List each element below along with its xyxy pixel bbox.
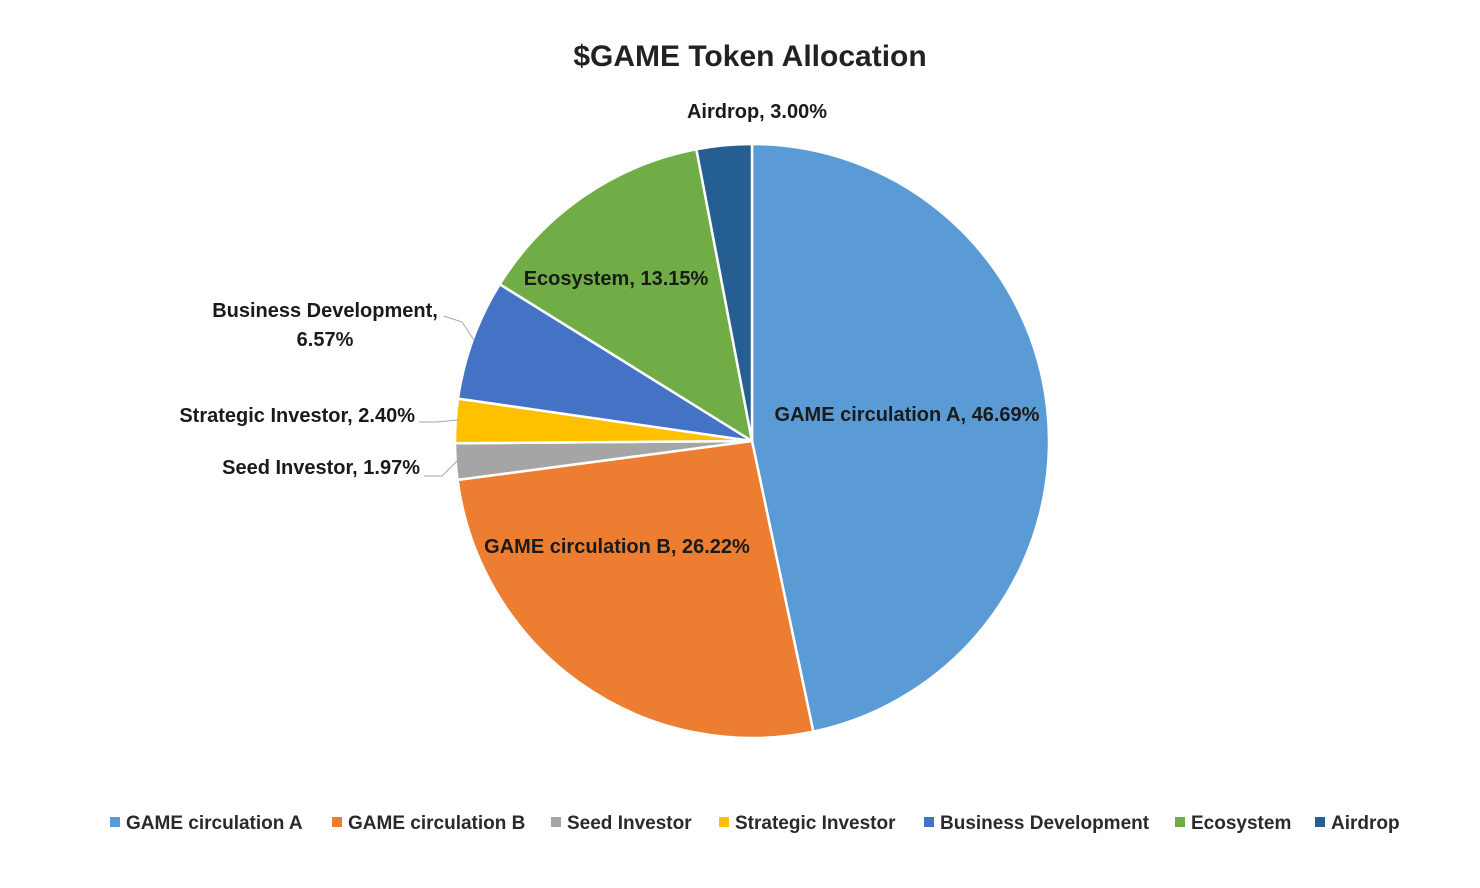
legend-label-ecosystem: Ecosystem — [1191, 813, 1291, 834]
legend-item-ecosystem: Ecosystem — [1175, 813, 1291, 834]
slice-airdrop — [695, 142, 754, 443]
legend: GAME circulation A GAME circulation B Seed… — [110, 813, 1400, 834]
legend-item-strategic-investor: Strategic Investor — [719, 813, 896, 834]
legend-swatch-airdrop — [1315, 817, 1325, 827]
data-label-strategic-investor: Strategic Investor, 2.40% — [179, 405, 415, 427]
data-label-business-development: Business Development, 6.57% — [212, 300, 438, 351]
data-label-airdrop: Airdrop, 3.00% — [687, 101, 827, 123]
data-labels: GAME circulation A, 46.69% GAME circulati… — [179, 101, 1039, 558]
legend-item-seed-investor: Seed Investor — [551, 813, 692, 834]
pie-slices — [453, 142, 1051, 740]
legend-label-seed-investor: Seed Investor — [567, 813, 692, 834]
legend-item-airdrop: Airdrop — [1315, 813, 1400, 834]
data-label-game-circulation-b: GAME circulation B, 26.22% — [484, 536, 750, 558]
legend-label-strategic-investor: Strategic Investor — [735, 813, 896, 834]
legend-swatch-strategic-investor — [719, 817, 729, 827]
slice-game-circulation-b — [456, 439, 815, 740]
legend-label-game-circulation-b: GAME circulation B — [348, 813, 525, 834]
legend-item-game-circulation-a: GAME circulation A — [110, 813, 303, 834]
legend-item-game-circulation-b: GAME circulation B — [332, 813, 525, 834]
legend-label-airdrop: Airdrop — [1331, 813, 1400, 834]
leader-line-strategic-investor — [419, 419, 459, 423]
legend-swatch-business-development — [924, 817, 934, 827]
legend-swatch-ecosystem — [1175, 817, 1185, 827]
leader-line-business-development — [443, 315, 475, 341]
legend-label-game-circulation-a: GAME circulation A — [126, 813, 303, 834]
data-label-ecosystem: Ecosystem, 13.15% — [524, 268, 709, 290]
legend-swatch-game-circulation-b — [332, 817, 342, 827]
chart-title: $GAME Token Allocation — [573, 40, 926, 73]
leader-line-seed-investor — [424, 459, 459, 477]
data-label-game-circulation-a: GAME circulation A, 46.69% — [775, 404, 1040, 426]
data-label-seed-investor: Seed Investor, 1.97% — [222, 457, 420, 479]
legend-label-business-development: Business Development — [940, 813, 1150, 834]
legend-swatch-seed-investor — [551, 817, 561, 827]
leader-lines — [419, 315, 475, 477]
slice-game-circulation-a — [750, 142, 1051, 733]
legend-swatch-game-circulation-a — [110, 817, 120, 827]
slice-ecosystem — [498, 148, 754, 443]
legend-item-business-development: Business Development — [924, 813, 1150, 834]
